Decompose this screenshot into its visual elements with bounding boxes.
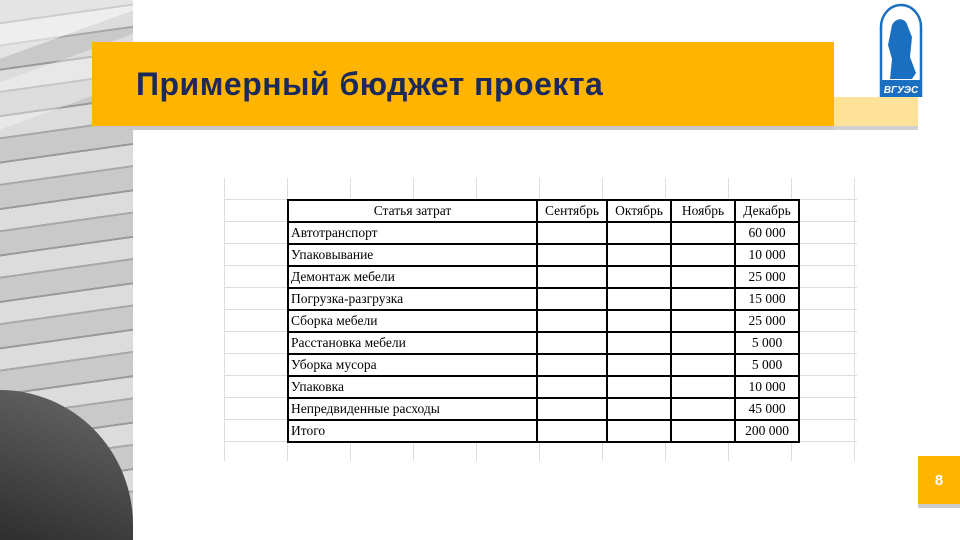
october-cell (606, 419, 672, 443)
budget-table: Статья затрат Сентябрь Октябрь Ноябрь Де… (287, 199, 800, 443)
table-header-row: Статья затрат Сентябрь Октябрь Ноябрь Де… (287, 199, 800, 223)
cost-item: Погрузка-разгрузка (287, 287, 538, 311)
december-cell: 200 000 (734, 419, 800, 443)
page-number: 8 (918, 456, 960, 504)
november-cell (670, 397, 736, 421)
november-cell (670, 221, 736, 245)
november-cell (670, 419, 736, 443)
september-cell (536, 353, 608, 377)
november-cell (670, 375, 736, 399)
september-cell (536, 309, 608, 333)
september-cell (536, 287, 608, 311)
cost-item: Демонтаж мебели (287, 265, 538, 289)
december-cell: 60 000 (734, 221, 800, 245)
table-row: Упаковывание 10 000 (287, 243, 800, 267)
november-cell (670, 331, 736, 355)
cost-item: Сборка мебели (287, 309, 538, 333)
table-row: Непредвиденные расходы 45 000 (287, 397, 800, 421)
table-row: Демонтаж мебели 25 000 (287, 265, 800, 289)
october-cell (606, 221, 672, 245)
cost-item: Уборка мусора (287, 353, 538, 377)
cost-item: Непредвиденные расходы (287, 397, 538, 421)
december-cell: 10 000 (734, 375, 800, 399)
cost-item: Итого (287, 419, 538, 443)
table-row: Итого 200 000 (287, 419, 800, 443)
october-cell (606, 353, 672, 377)
table-row: Автотранспорт 60 000 (287, 221, 800, 245)
table-row: Уборка мусора 5 000 (287, 353, 800, 377)
november-cell (670, 243, 736, 267)
october-cell (606, 375, 672, 399)
september-cell (536, 265, 608, 289)
table-row: Погрузка-разгрузка 15 000 (287, 287, 800, 311)
cost-item: Упаковывание (287, 243, 538, 267)
table-row: Сборка мебели 25 000 (287, 309, 800, 333)
december-cell: 5 000 (734, 353, 800, 377)
header-item: Статья затрат (287, 199, 538, 223)
table-row: Расстановка мебели 5 000 (287, 331, 800, 355)
december-cell: 45 000 (734, 397, 800, 421)
university-logo: ВГУЭС (879, 3, 923, 97)
cost-item: Упаковка (287, 375, 538, 399)
header-november: Ноябрь (670, 199, 736, 223)
september-cell (536, 331, 608, 355)
october-cell (606, 243, 672, 267)
slide-title: Примерный бюджет проекта (136, 66, 604, 102)
october-cell (606, 265, 672, 289)
december-cell: 25 000 (734, 265, 800, 289)
september-cell (536, 221, 608, 245)
november-cell (670, 265, 736, 289)
october-cell (606, 309, 672, 333)
december-cell: 10 000 (734, 243, 800, 267)
header-september: Сентябрь (536, 199, 608, 223)
november-cell (670, 353, 736, 377)
december-cell: 25 000 (734, 309, 800, 333)
november-cell (670, 287, 736, 311)
september-cell (536, 243, 608, 267)
december-cell: 5 000 (734, 331, 800, 355)
october-cell (606, 331, 672, 355)
cost-item: Расстановка мебели (287, 331, 538, 355)
october-cell (606, 287, 672, 311)
svg-text:ВГУЭС: ВГУЭС (884, 85, 919, 96)
september-cell (536, 419, 608, 443)
table-row: Упаковка 10 000 (287, 375, 800, 399)
september-cell (536, 375, 608, 399)
decorative-band (834, 97, 918, 126)
october-cell (606, 397, 672, 421)
header-december: Декабрь (734, 199, 800, 223)
title-bar: Примерный бюджет проекта (92, 42, 834, 126)
header-october: Октябрь (606, 199, 672, 223)
november-cell (670, 309, 736, 333)
cost-item: Автотранспорт (287, 221, 538, 245)
september-cell (536, 397, 608, 421)
december-cell: 15 000 (734, 287, 800, 311)
